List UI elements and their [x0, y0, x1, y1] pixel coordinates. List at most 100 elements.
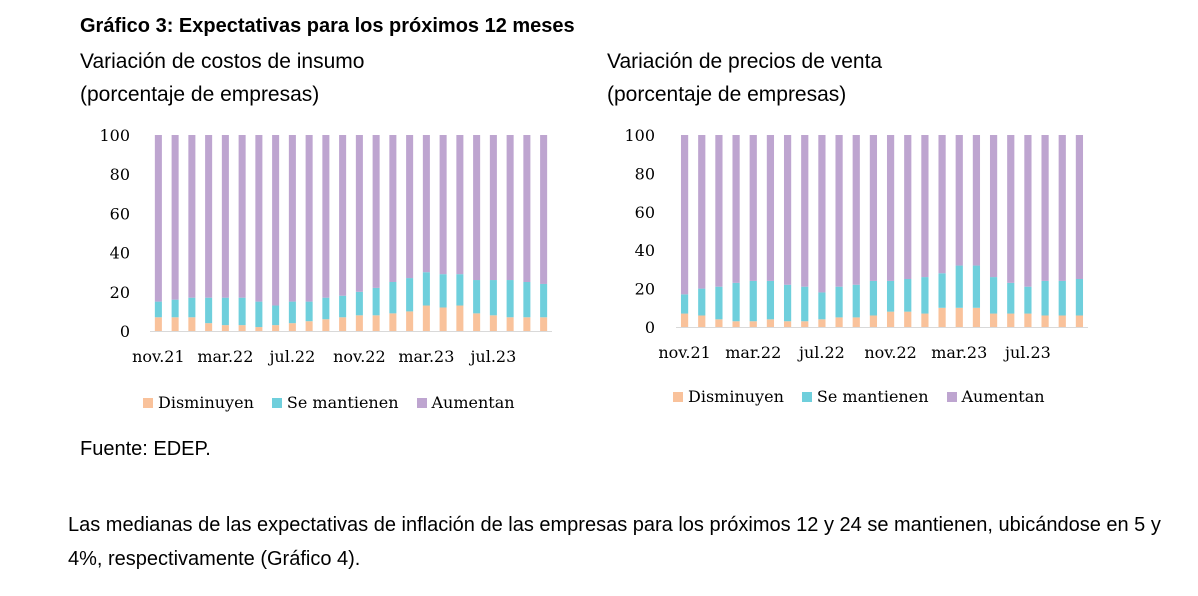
bar-segment — [523, 282, 531, 318]
y-tick-label: 40 — [110, 244, 130, 263]
bar-segment — [869, 280, 878, 316]
bar-segment — [238, 297, 246, 326]
bar-segment — [288, 135, 296, 302]
bar-segment — [506, 135, 514, 281]
bar-segment — [456, 274, 464, 306]
bar-segment — [255, 327, 263, 331]
bar-segment — [456, 305, 464, 331]
bar-segment — [835, 286, 843, 318]
bar-segment — [852, 135, 860, 285]
bar-segment — [422, 305, 430, 331]
bar-segment — [221, 135, 229, 298]
bar-segment — [852, 284, 860, 318]
bar-segment — [205, 135, 213, 298]
bar-segment — [221, 325, 229, 331]
bar-segment — [288, 323, 296, 331]
bar-segment — [732, 321, 740, 327]
bar-segment — [955, 265, 963, 308]
legend-item: Se mantienen — [271, 393, 399, 412]
legend-precios: Disminuyen Se mantienen Aumentan — [673, 387, 1045, 406]
y-tick-label: 0 — [645, 318, 655, 337]
bar-segment — [886, 311, 895, 327]
bar-segment — [489, 280, 497, 316]
bar-segment — [406, 135, 414, 279]
bar-segment — [188, 135, 196, 298]
bar-segment — [489, 135, 497, 281]
bar-segment — [835, 317, 843, 327]
legend-label: Disminuyen — [158, 393, 254, 412]
x-tick-label: jul.22 — [267, 347, 315, 366]
bar-segment — [473, 280, 481, 314]
chart-subtitle: (porcentaje de empresas) — [607, 83, 847, 106]
bar-segment — [989, 277, 998, 314]
bar-segment — [339, 135, 347, 296]
y-tick-label: 100 — [99, 126, 130, 145]
bar-segment — [1058, 315, 1066, 327]
bar-segment — [288, 301, 296, 324]
bar-segment — [921, 277, 929, 314]
bar-segment — [154, 301, 162, 318]
bar-segment — [389, 135, 397, 282]
bar-segment — [1075, 135, 1084, 279]
bar-segment — [680, 135, 689, 295]
x-tick-label: jul.23 — [1003, 343, 1051, 362]
bar-segment — [255, 135, 263, 302]
y-tick-label: 0 — [120, 322, 130, 341]
bar-segment — [818, 135, 826, 293]
bar-segment — [972, 265, 981, 308]
legend-swatch — [673, 391, 683, 402]
bar-segment — [1024, 313, 1032, 327]
x-tick-label: nov.22 — [864, 343, 917, 362]
legend-item: Se mantienen — [801, 387, 929, 406]
bar-segment — [1041, 315, 1049, 327]
bar-segment — [506, 317, 514, 331]
bar-segment — [322, 297, 330, 320]
legend-item: Aumentan — [416, 393, 515, 412]
legend-swatch — [143, 397, 153, 408]
bar-segment — [1007, 135, 1015, 283]
bar-segment — [188, 317, 196, 331]
bar-segment — [154, 317, 162, 331]
legend-label: Disminuyen — [688, 387, 784, 406]
bar-segment — [406, 278, 414, 312]
bar-segment — [904, 311, 912, 327]
bar-segment — [818, 319, 826, 327]
bar-segment — [749, 135, 757, 281]
x-tick-label: nov.21 — [658, 343, 711, 362]
bar-segment — [921, 135, 929, 278]
bar-segment — [989, 135, 998, 278]
y-tick-label: 40 — [635, 241, 655, 260]
body-paragraph: Las medianas de las expectativas de infl… — [68, 514, 1161, 570]
bar-segment — [305, 321, 313, 331]
bar-segment — [238, 135, 246, 298]
bar-segment — [801, 135, 809, 287]
legend-swatch — [946, 391, 957, 402]
bar-segment — [272, 135, 280, 306]
bar-segment — [835, 135, 843, 287]
chart-title: Variación de costos de insumo — [80, 50, 365, 73]
legend-item: Aumentan — [946, 387, 1045, 406]
bar-segment — [372, 315, 380, 331]
chart-0: 0 20 40 60 80 100 nov.21 mar.22 jul.22 nov.22 mar.… — [99, 126, 552, 366]
bar-segment — [766, 280, 775, 320]
bar-segment — [1041, 135, 1049, 281]
bar-segment — [938, 135, 946, 274]
bar-segment — [221, 297, 229, 326]
y-tick-label: 20 — [635, 280, 655, 299]
bar-segment — [255, 301, 263, 328]
bar-segment — [389, 282, 397, 314]
bar-segment — [801, 286, 809, 322]
bar-segment — [205, 297, 213, 324]
bar-segment — [523, 135, 531, 282]
chart-panel-costos: Variación de costos de insumo (porcentaj… — [80, 45, 620, 111]
bar-segment — [272, 305, 280, 326]
bar-segment — [938, 307, 946, 327]
bar-segment — [732, 282, 740, 322]
bar-segment — [1007, 313, 1015, 327]
bar-segment — [355, 315, 363, 331]
bar-segment — [1075, 315, 1084, 327]
bar-segment — [322, 135, 330, 298]
bar-segment — [1024, 135, 1032, 287]
bar-segment — [921, 313, 929, 327]
